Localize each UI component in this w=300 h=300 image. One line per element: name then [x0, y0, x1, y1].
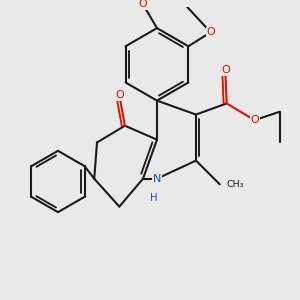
Text: N: N	[153, 174, 161, 184]
Text: O: O	[221, 65, 230, 75]
Text: O: O	[250, 115, 259, 125]
Text: CH₃: CH₃	[227, 180, 244, 189]
Text: H: H	[150, 193, 158, 203]
Text: O: O	[206, 27, 215, 37]
Text: O: O	[115, 90, 124, 100]
Text: O: O	[139, 0, 147, 9]
